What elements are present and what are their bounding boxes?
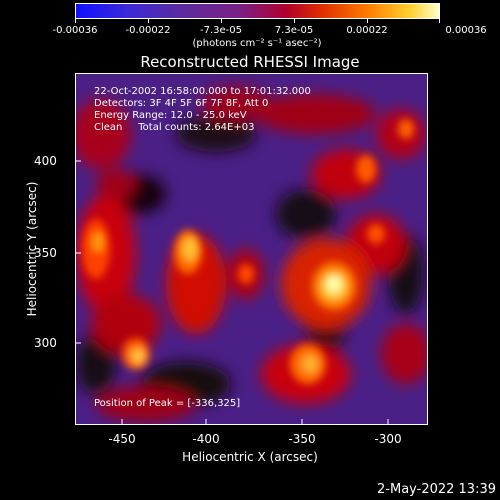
- x-tick-label: -300: [374, 432, 402, 446]
- x-tick-label: -450: [108, 432, 136, 446]
- colorbar-tick-label: 0.00022: [346, 25, 388, 36]
- y-tick-label: 350: [34, 246, 57, 260]
- colorbar: [75, 3, 440, 19]
- colorbar-tick: [75, 18, 76, 23]
- colorbar-tick: [221, 18, 222, 23]
- colorbar-tick-label: -0.00036: [52, 25, 98, 36]
- info-detectors: Detectors: 3F 4F 5F 6F 7F 8F, Att 0: [94, 98, 269, 109]
- colorbar-tick: [367, 18, 368, 23]
- y-tick-label: 300: [34, 336, 57, 350]
- datestamp: 2-May-2022 13:39: [377, 482, 496, 497]
- image-map: [76, 74, 427, 424]
- colorbar-units: (photons cm⁻² s⁻¹ asec⁻²): [192, 38, 322, 49]
- colorbar-tick-label: 7.3e-05: [274, 25, 314, 36]
- colorbar-tick: [294, 18, 295, 23]
- colorbar-tick: [148, 18, 149, 23]
- rhessi-image: 22-Oct-2002 16:58:00.000 to 17:01:32.000…: [75, 73, 428, 425]
- x-tick-label: -350: [288, 432, 316, 446]
- x-axis-label: Heliocentric X (arcsec): [182, 450, 318, 464]
- colorbar-tick-label: -7.3e-05: [200, 25, 242, 36]
- x-tick-label: -400: [192, 432, 220, 446]
- colorbar-tick-label: 0.00036: [445, 25, 487, 36]
- y-tick-label: 400: [34, 154, 57, 168]
- info-time: 22-Oct-2002 16:58:00.000 to 17:01:32.000: [94, 86, 311, 97]
- plot-title: Reconstructed RHESSI Image: [140, 53, 360, 71]
- peak-position: Position of Peak = [-336,325]: [94, 398, 241, 409]
- colorbar-tick-label: -0.00022: [125, 25, 171, 36]
- y-axis-label: Heliocentric Y (arcsec): [25, 181, 39, 317]
- info-clean: Clean Total counts: 2.64E+03: [94, 122, 255, 133]
- info-energy: Energy Range: 12.0 - 25.0 keV: [94, 110, 247, 121]
- colorbar-tick: [439, 18, 440, 23]
